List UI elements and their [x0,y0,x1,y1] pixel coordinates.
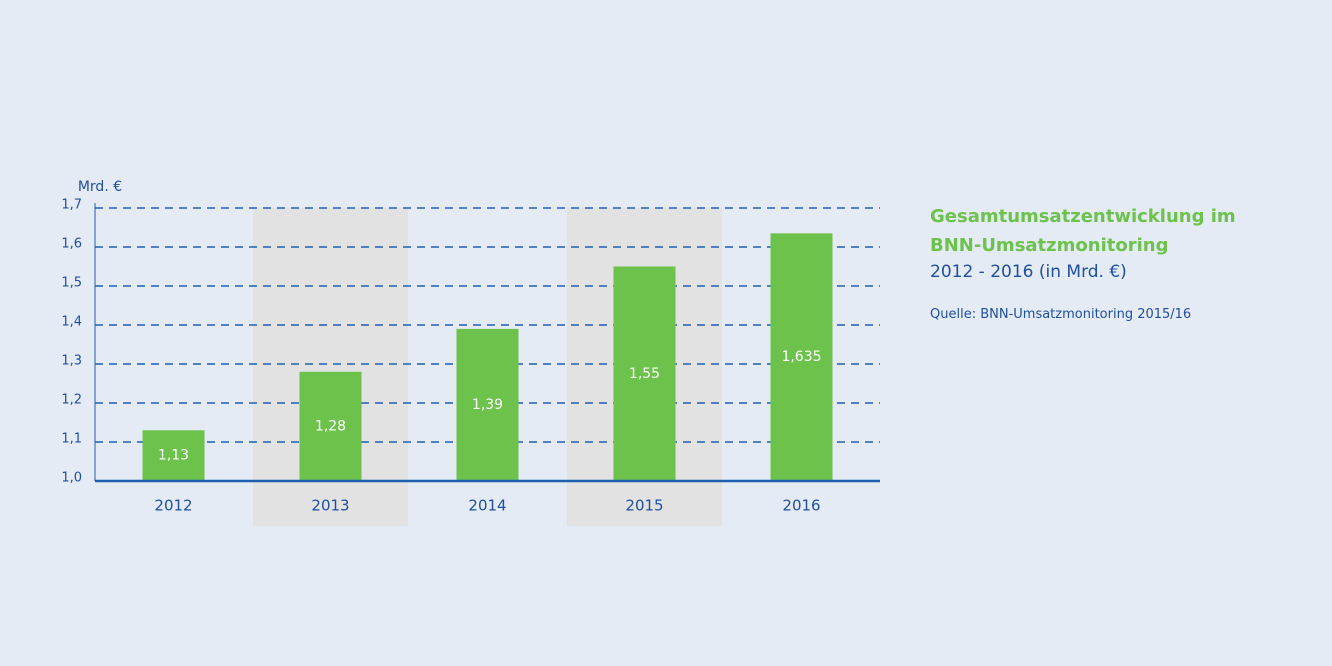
x-tick-label: 2016 [782,497,820,515]
x-tick-label: 2012 [154,497,192,515]
x-tick-label: 2013 [311,497,349,515]
x-tick-label: 2014 [468,497,506,515]
bar [299,371,362,481]
bar [142,430,205,481]
chart: Mrd. € 1,0 1,1 1,2 1,3 1,4 1,5 1,6 1,7 1,13 2012 1… [61,179,880,526]
value-label: 1,28 [315,418,346,434]
source-note: Quelle: BNN-Umsatzmonitoring 2015/16 [930,307,1192,322]
y-tick-label: 1,2 [61,393,82,408]
chart-subtitle: 2012 - 2016 (in Mrd. €) [930,262,1127,282]
value-label: 1,55 [629,366,660,382]
chart-title: Gesamtumsatzentwicklung im BNN-Umsatzmon… [930,206,1236,256]
bar [456,328,519,481]
bar [770,233,833,481]
y-tick-label: 1,6 [61,237,82,252]
value-label: 1,635 [781,349,821,365]
y-tick-label: 1,1 [61,432,82,447]
y-tick-label: 1,4 [61,315,82,330]
y-tick-label: 1,0 [61,471,82,486]
y-tick-label: 1,3 [61,354,82,369]
y-tick-label: 1,5 [61,276,82,291]
y-tick-label: 1,7 [61,198,82,213]
x-tick-label: 2015 [625,497,663,515]
value-label: 1,39 [472,397,503,413]
bar [613,266,676,481]
y-axis-label: Mrd. € [78,179,122,195]
value-label: 1,13 [158,448,189,464]
